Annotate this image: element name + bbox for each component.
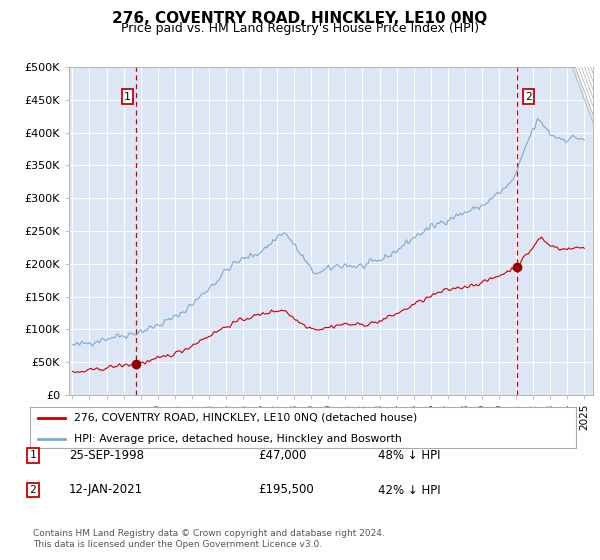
Text: 48% ↓ HPI: 48% ↓ HPI <box>378 449 440 462</box>
Text: HPI: Average price, detached house, Hinckley and Bosworth: HPI: Average price, detached house, Hinc… <box>74 434 401 444</box>
Text: Contains HM Land Registry data © Crown copyright and database right 2024.
This d: Contains HM Land Registry data © Crown c… <box>33 529 385 549</box>
Polygon shape <box>576 67 593 113</box>
Text: 12-JAN-2021: 12-JAN-2021 <box>69 483 143 497</box>
Text: Price paid vs. HM Land Registry's House Price Index (HPI): Price paid vs. HM Land Registry's House … <box>121 22 479 35</box>
Text: £47,000: £47,000 <box>258 449 307 462</box>
Text: 25-SEP-1998: 25-SEP-1998 <box>69 449 144 462</box>
Text: 1: 1 <box>29 450 37 460</box>
Text: 276, COVENTRY ROAD, HINCKLEY, LE10 0NQ: 276, COVENTRY ROAD, HINCKLEY, LE10 0NQ <box>112 11 488 26</box>
Text: 2: 2 <box>29 485 37 495</box>
Text: £195,500: £195,500 <box>258 483 314 497</box>
Text: 2: 2 <box>525 92 532 102</box>
Text: 1: 1 <box>124 92 131 102</box>
Text: 42% ↓ HPI: 42% ↓ HPI <box>378 483 440 497</box>
Text: 276, COVENTRY ROAD, HINCKLEY, LE10 0NQ (detached house): 276, COVENTRY ROAD, HINCKLEY, LE10 0NQ (… <box>74 413 417 423</box>
